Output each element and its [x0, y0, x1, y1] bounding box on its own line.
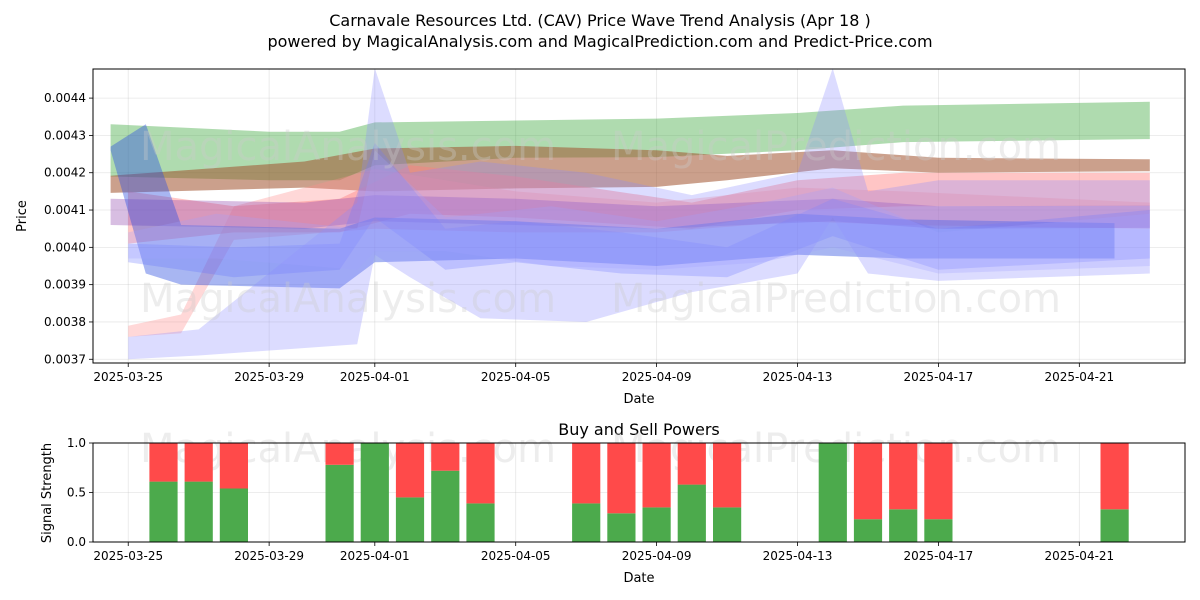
sell-bar: [713, 443, 742, 508]
buy-bar: [713, 507, 742, 542]
sell-bar: [325, 443, 354, 465]
buy-bar: [642, 507, 671, 542]
buy-bar: [466, 503, 495, 542]
signal-x-tick-label: 2025-03-29: [234, 549, 304, 563]
price-x-tick-label: 2025-03-25: [93, 370, 163, 384]
price-bands: [110, 68, 1150, 360]
buy-bar: [889, 509, 918, 542]
price-x-tick-label: 2025-03-29: [234, 370, 304, 384]
sell-bar: [572, 443, 601, 504]
signal-x-ticks: 2025-03-25 2025-03-29 2025-04-01 2025-04-05…: [93, 542, 1114, 563]
sell-bar: [642, 443, 671, 508]
buy-bar: [325, 464, 354, 542]
signal-title: Buy and Sell Powers: [558, 420, 720, 439]
sell-bar: [395, 443, 425, 498]
price-band-blue-mid: [128, 142, 1150, 278]
buy-bar: [572, 503, 601, 542]
watermark-prediction-top: MagicalPrediction.com: [611, 124, 1061, 170]
price-x-tick-label: 2025-04-13: [763, 370, 833, 384]
signal-y-tick-label: 0.5: [67, 486, 86, 500]
price-x-axis-label: Date: [623, 392, 654, 407]
price-y-tick-label: 0.0037: [44, 352, 86, 366]
buy-bar: [853, 519, 883, 542]
price-x-tick-label: 2025-04-21: [1044, 370, 1114, 384]
price-band-brown: [110, 145, 1150, 193]
sell-bar: [889, 443, 918, 510]
buy-bar: [360, 443, 389, 542]
price-panel: MagicalAnalysis.com MagicalPrediction.co…: [15, 68, 1186, 407]
price-band-salmon-upper: [128, 165, 1150, 244]
signal-x-axis-label: Date: [623, 571, 654, 586]
price-x-tick-label: 2025-04-17: [904, 370, 974, 384]
sell-bar: [853, 443, 883, 520]
price-band-blue-light-1: [128, 68, 1150, 360]
price-band-salmon-lower: [128, 169, 1150, 337]
signal-y-axis-label: Signal Strength: [40, 443, 55, 543]
price-y-tick-label: 0.0041: [44, 203, 86, 217]
signal-y-tick-label: 0.0: [67, 535, 86, 549]
signal-y-ticks: 0.0 0.5 1.0: [67, 436, 93, 549]
price-y-tick-label: 0.0044: [44, 91, 86, 105]
signal-y-tick-label: 1.0: [67, 436, 86, 450]
price-x-ticks: 2025-03-25 2025-03-29 2025-04-01 2025-04-05…: [93, 363, 1114, 384]
price-watermarks: MagicalAnalysis.com MagicalPrediction.co…: [140, 124, 1061, 322]
sell-bar: [607, 443, 636, 514]
signal-x-tick-label: 2025-04-13: [763, 549, 833, 563]
signal-panel: Buy and Sell Powers MagicalAnalysis.com …: [40, 420, 1186, 586]
price-x-tick-label: 2025-04-09: [622, 370, 692, 384]
price-y-axis-label: Price: [15, 200, 30, 232]
watermark-analysis-mid: MagicalAnalysis.com: [140, 276, 556, 322]
buy-bar: [818, 443, 847, 542]
price-y-tick-label: 0.0040: [44, 240, 86, 254]
sell-bar: [1100, 443, 1129, 510]
buy-bar: [924, 519, 953, 542]
price-plot-area: [93, 69, 1185, 363]
sell-bar: [184, 443, 213, 482]
watermark-analysis-top: MagicalAnalysis.com: [140, 124, 556, 170]
sell-bar: [924, 443, 953, 520]
price-y-tick-label: 0.0042: [44, 166, 86, 180]
price-x-tick-label: 2025-04-01: [340, 370, 410, 384]
signal-x-tick-label: 2025-04-21: [1044, 549, 1114, 563]
signal-bars: [149, 443, 1129, 542]
signal-x-tick-label: 2025-04-17: [904, 549, 974, 563]
price-y-ticks: 0.0037 0.0038 0.0039 0.0040 0.0041 0.0042 0.00…: [44, 91, 93, 366]
sell-bar: [431, 443, 460, 471]
price-band-blue-dark: [110, 124, 1115, 289]
signal-x-tick-label: 2025-04-01: [340, 549, 410, 563]
buy-bar: [431, 470, 460, 542]
price-band-blue-light-2: [128, 150, 1150, 274]
buy-bar: [677, 484, 706, 542]
price-y-tick-label: 0.0038: [44, 315, 86, 329]
chart-subtitle: powered by MagicalAnalysis.com and Magic…: [267, 32, 932, 51]
signal-x-tick-label: 2025-03-25: [93, 549, 163, 563]
buy-bar: [1100, 509, 1129, 542]
price-y-tick-label: 0.0043: [44, 128, 86, 142]
signal-x-tick-label: 2025-04-09: [622, 549, 692, 563]
buy-bar: [607, 513, 636, 542]
buy-bar: [149, 481, 178, 542]
signal-plot-area: [93, 443, 1185, 542]
chart-title: Carnavale Resources Ltd. (CAV) Price Wav…: [329, 11, 870, 30]
price-plot-frame: [92, 68, 1186, 364]
sell-bar: [466, 443, 495, 504]
watermark-prediction-mid: MagicalPrediction.com: [611, 276, 1061, 322]
buy-bar: [184, 481, 213, 542]
price-x-tick-label: 2025-04-05: [481, 370, 551, 384]
signal-x-tick-label: 2025-04-05: [481, 549, 551, 563]
buy-bar: [219, 488, 248, 542]
price-y-tick-label: 0.0039: [44, 278, 86, 292]
buy-bar: [395, 497, 425, 542]
sell-bar: [677, 443, 706, 485]
sell-bar: [149, 443, 178, 482]
sell-bar: [219, 443, 248, 489]
price-grid: [93, 69, 1185, 363]
price-band-purple: [110, 195, 1150, 229]
